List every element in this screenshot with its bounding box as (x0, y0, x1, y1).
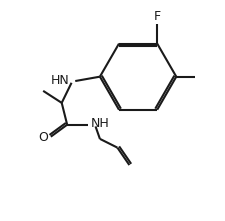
Text: O: O (38, 131, 48, 144)
Text: NH: NH (91, 117, 109, 130)
Text: F: F (153, 10, 160, 23)
Text: HN: HN (50, 74, 69, 87)
